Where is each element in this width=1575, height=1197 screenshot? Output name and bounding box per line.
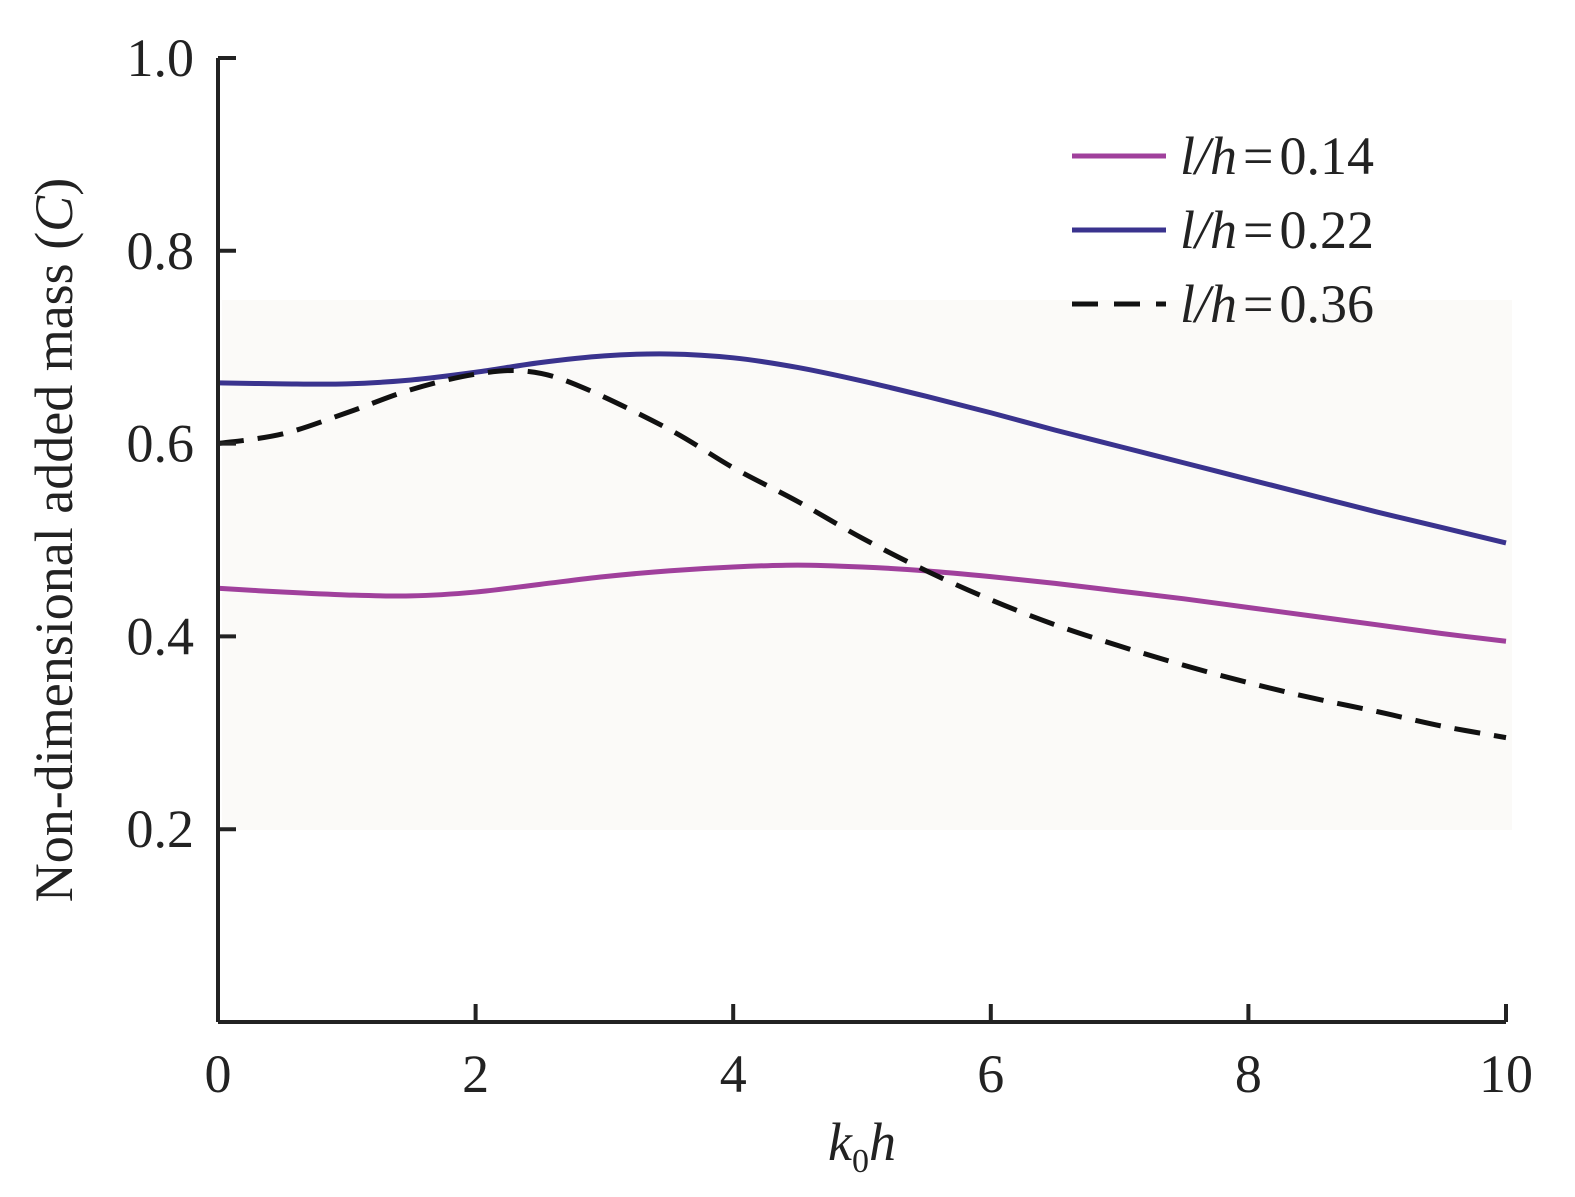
x-tick-label: 10 [1479, 1044, 1533, 1104]
y-tick-label: 1.0 [127, 28, 195, 88]
legend: l/h = 0.14l/h = 0.22l/h = 0.36 [1072, 126, 1374, 334]
legend-label-0-14: l/h = 0.14 [1180, 126, 1374, 186]
y-axis-title-var: C [24, 195, 84, 232]
y-axis-title-close: ) [24, 178, 84, 196]
legend-label-value: 0.22 [1279, 200, 1374, 260]
legend-label-eq: = [1243, 274, 1273, 334]
legend-label-var: l/h [1180, 126, 1237, 186]
y-tick-label: 0.2 [127, 799, 195, 859]
x-axis-title-tail: h [869, 1112, 896, 1172]
x-axis-title-base: k [828, 1112, 853, 1172]
y-tick-label: 0.6 [127, 414, 195, 474]
series-line-0-22 [217, 351, 1507, 546]
legend-label-0-22: l/h = 0.22 [1180, 200, 1374, 260]
legend-label-0-36: l/h = 0.36 [1180, 274, 1374, 334]
y-tick-label: 0.8 [127, 221, 195, 281]
legend-label-var: l/h [1180, 274, 1237, 334]
axes-layer [216, 58, 1506, 1024]
x-tick-label: 0 [205, 1044, 232, 1104]
y-tick-label: 0.4 [127, 606, 195, 666]
x-axis-title: k0h [828, 1112, 896, 1180]
ticks-layer: 0 2 4 6 8 10 0.2 0.4 0.6 0.8 1.0 [127, 28, 1534, 1104]
x-tick-label: 8 [1235, 1044, 1262, 1104]
legend-label-var: l/h [1180, 200, 1237, 260]
series-layer [217, 351, 1507, 741]
x-tick-label: 2 [462, 1044, 489, 1104]
legend-label-eq: = [1243, 200, 1273, 260]
x-axis-title-subscript: 0 [852, 1143, 869, 1180]
x-tick-label: 4 [720, 1044, 747, 1104]
legend-label-value: 0.36 [1279, 274, 1374, 334]
series-line-0-36 [217, 368, 1507, 741]
legend-label-eq: = [1243, 126, 1273, 186]
y-axis-title: Non-dimensional added mass (C) [24, 178, 84, 902]
legend-label-value: 0.14 [1279, 126, 1374, 186]
y-axis-title-main: Non-dimensional added mass ( [24, 232, 84, 902]
series-line-0-14 [217, 562, 1507, 644]
x-tick-label: 6 [977, 1044, 1004, 1104]
